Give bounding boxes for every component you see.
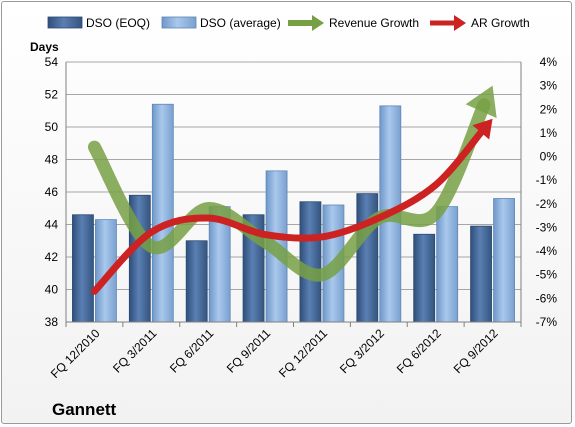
legend-arrow-head	[454, 15, 466, 31]
x-tick-label: FQ 9/2011	[224, 326, 274, 376]
y2-tick-label: -4%	[536, 244, 558, 258]
y2-tick-label: 4%	[540, 55, 558, 69]
legend-label-revenue-growth: Revenue Growth	[329, 16, 419, 30]
x-tick-label: FQ 3/2011	[110, 326, 160, 376]
y2-tick-label: 0%	[540, 150, 558, 164]
legend-arrow-head	[312, 15, 324, 31]
bar-dso-average	[151, 103, 174, 323]
y2-tick-label: -7%	[536, 315, 558, 329]
y2-tick-label: 3%	[540, 79, 558, 93]
x-tick-label: FQ 6/2012	[394, 326, 444, 376]
x-tick-label: FQ 12/2011	[276, 326, 330, 380]
legend-item-dso-eoq: DSO (EOQ)	[47, 16, 150, 30]
line-revenue-growth	[87, 98, 491, 282]
bar-dso-eoq	[185, 240, 208, 323]
legend-swatch-dso-average	[161, 16, 197, 29]
bar-dso-eoq	[72, 214, 94, 323]
y2-tick-label: -6%	[536, 291, 558, 305]
y-tick-label: 38	[45, 315, 59, 329]
legend-label-ar-growth: AR Growth	[471, 16, 530, 30]
x-tick-label: FQ 9/2012	[451, 326, 501, 376]
line-ar-growth	[90, 125, 488, 295]
y2-tick-label: 2%	[540, 102, 558, 116]
y-tick-label: 44	[45, 218, 59, 232]
bar-dso-eoq	[413, 233, 436, 323]
legend: DSO (EOQ) DSO (average) Revenue Growth A…	[47, 15, 530, 31]
y2-tick-label: -1%	[536, 173, 558, 187]
legend-swatch-revenue-growth	[288, 15, 324, 31]
legend-item-revenue-growth: Revenue Growth	[288, 15, 419, 31]
arrowhead-revenue-growth	[465, 85, 497, 119]
bar-dso-average	[493, 198, 515, 323]
legend-item-dso-average: DSO (average)	[161, 16, 281, 30]
left-axis-ticks: 38 40 42 44 46 48 50 52 54	[45, 55, 59, 329]
x-tick-label: FQ 12/2010	[48, 326, 103, 381]
y2-tick-label: -2%	[536, 197, 558, 211]
x-tick-label: FQ 3/2012	[337, 326, 387, 376]
legend-label-dso-eoq: DSO (EOQ)	[86, 16, 150, 30]
y2-tick-label: -3%	[536, 220, 558, 234]
x-axis-ticks: FQ 12/2010 FQ 3/2011 FQ 6/2011 FQ 9/2011 FQ …	[48, 326, 501, 381]
y-tick-label: 40	[45, 283, 59, 297]
y-tick-label: 46	[45, 185, 59, 199]
company-name: Gannett	[52, 400, 117, 419]
growth-lines	[87, 85, 497, 295]
y-tick-label: 48	[45, 153, 59, 167]
bar-dso-eoq	[299, 201, 322, 323]
legend-label-dso-average: DSO (average)	[200, 16, 281, 30]
bar-dso-average	[436, 206, 459, 323]
y-tick-label: 42	[45, 250, 59, 264]
legend-swatch-ar-growth	[430, 15, 466, 31]
bar-dso-eoq	[470, 225, 492, 323]
legend-item-ar-growth: AR Growth	[430, 15, 530, 31]
y2-tick-label: -5%	[536, 268, 558, 282]
y2-tick-label: 1%	[540, 126, 558, 140]
bar-dso-eoq	[356, 193, 379, 323]
y-tick-label: 50	[45, 120, 59, 134]
y-tick-label: 52	[45, 88, 59, 102]
x-tick-label: FQ 6/2011	[167, 326, 217, 376]
axes	[65, 62, 522, 327]
y-axis-title: Days	[30, 40, 59, 54]
legend-swatch-dso-eoq	[47, 16, 83, 29]
y-tick-label: 54	[45, 55, 59, 69]
right-axis-ticks: -7% -6% -5% -4% -3% -2% -1% 0% 1% 2% 3% 4%	[536, 55, 558, 329]
arrowhead-ar-growth	[472, 118, 493, 140]
